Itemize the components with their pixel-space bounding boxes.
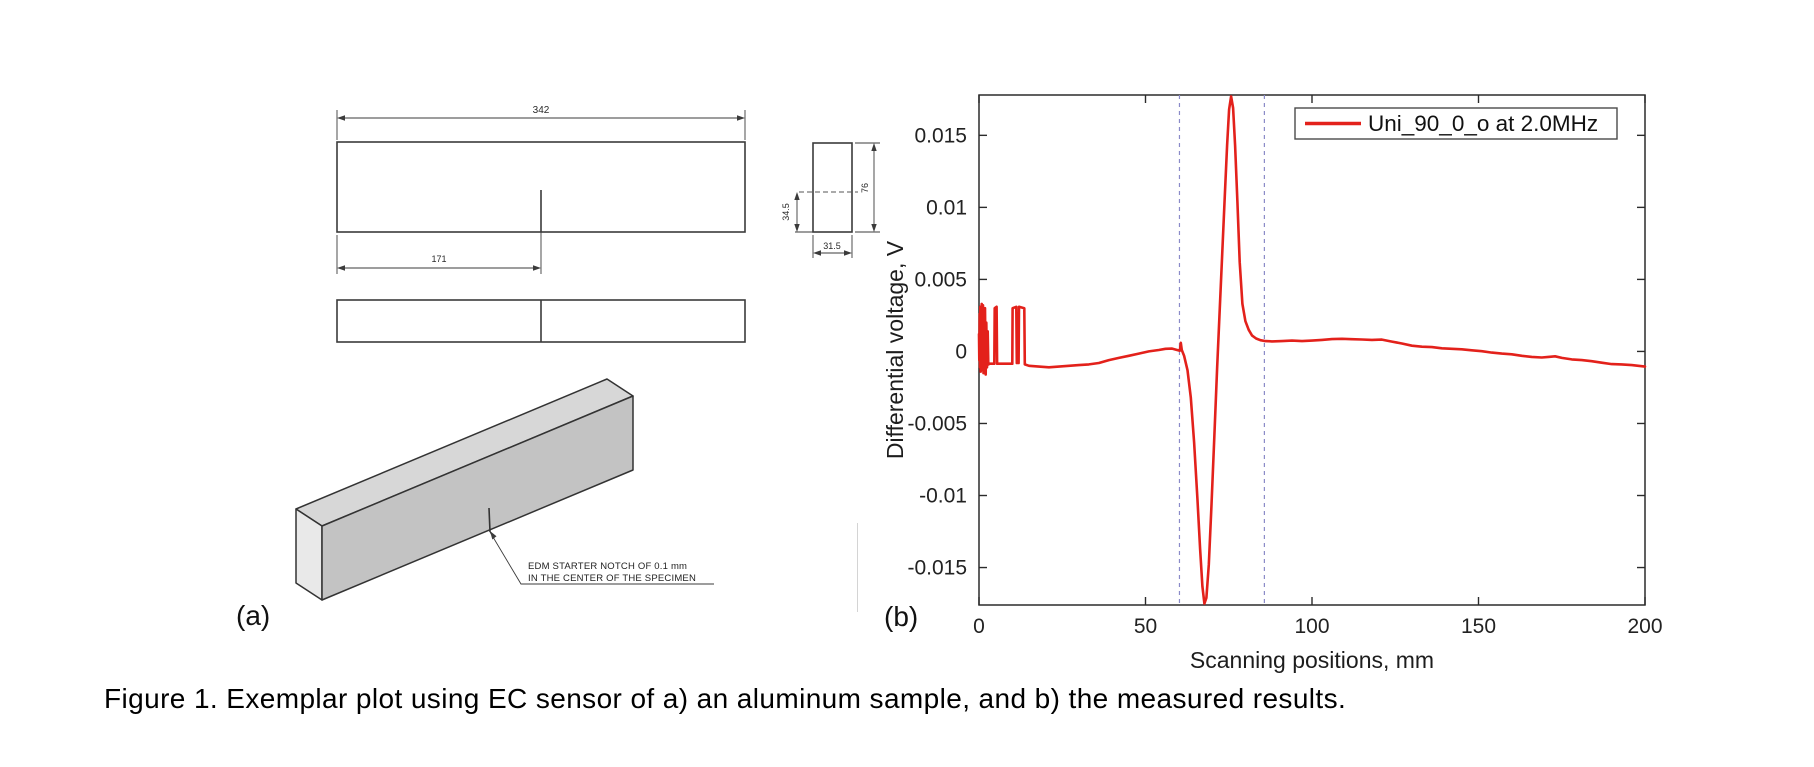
- dimension-76: [855, 142, 880, 233]
- dim-label-notch-depth: 34.5: [781, 203, 791, 221]
- notch-leader-line: [489, 531, 714, 585]
- dimension-31-5: [812, 235, 853, 258]
- notch-leader-arrow: [490, 531, 497, 540]
- x-axis-label: Scanning positions, mm: [1190, 647, 1434, 673]
- dimension-171: [336, 232, 542, 274]
- dim-label-length: 342: [533, 105, 550, 116]
- beam-notch-line: [488, 507, 491, 533]
- notch-annotation: EDM STARTER NOTCH OF 0.1 mm IN THE CENTE…: [489, 531, 714, 585]
- dim-label-end-width: 31.5: [823, 241, 841, 251]
- y-tick-label: 0.015: [914, 124, 967, 147]
- measurement-chart: 0 50 100 150 200 -0.015 -0.01 -0.005 0 0.005 0.01 0…: [882, 94, 1663, 673]
- x-tick-label: 100: [1294, 615, 1329, 638]
- plot-box: [978, 94, 1646, 606]
- panel-b-label: (b): [884, 601, 919, 632]
- front-view: [336, 141, 746, 233]
- chart-dynamic-layer: 0 50 100 150 200 -0.015 -0.01 -0.005 0 0.005 0.01 0…: [907, 95, 1663, 638]
- dim-label-end-height: 76: [860, 183, 870, 193]
- dimension-342: [336, 110, 746, 140]
- beam-3d: [295, 378, 634, 601]
- y-tick-label: -0.015: [907, 557, 967, 580]
- legend-entry-label: Uni_90_0_o at 2.0MHz: [1368, 111, 1598, 136]
- panel-a-label: (a): [236, 600, 271, 631]
- beam-end-face: [295, 508, 323, 601]
- y-tick-label: 0: [955, 340, 967, 363]
- y-tick-label: -0.005: [907, 412, 967, 435]
- end-view: 34.5 76 31.5: [781, 142, 880, 258]
- x-tick-label: 50: [1134, 615, 1157, 638]
- y-tick-label: 0.01: [926, 196, 967, 219]
- chart-legend: Uni_90_0_o at 2.0MHz: [1294, 107, 1618, 140]
- x-tick-label: 150: [1461, 615, 1496, 638]
- y-axis-label: Differential voltage, V: [882, 240, 908, 459]
- y-tick-label: -0.01: [919, 485, 967, 508]
- notch-note-line1: EDM STARTER NOTCH OF 0.1 mm: [528, 561, 687, 572]
- plan-view: [336, 299, 746, 343]
- dim-label-notch-offset: 171: [431, 254, 446, 264]
- dimension-34-5: [794, 192, 813, 233]
- sample-drawing: 342 171 34.5: [295, 105, 880, 612]
- x-tick-label: 200: [1627, 615, 1662, 638]
- beam-front-face: [321, 395, 634, 601]
- x-tick-label: 0: [973, 615, 985, 638]
- figure-caption: Figure 1. Exemplar plot using EC sensor …: [104, 683, 1347, 714]
- y-tick-label: 0.005: [914, 268, 967, 291]
- notch-note-line2: IN THE CENTER OF THE SPECIMEN: [528, 573, 696, 584]
- end-view-outline: [812, 142, 853, 233]
- series-line: [977, 95, 1647, 605]
